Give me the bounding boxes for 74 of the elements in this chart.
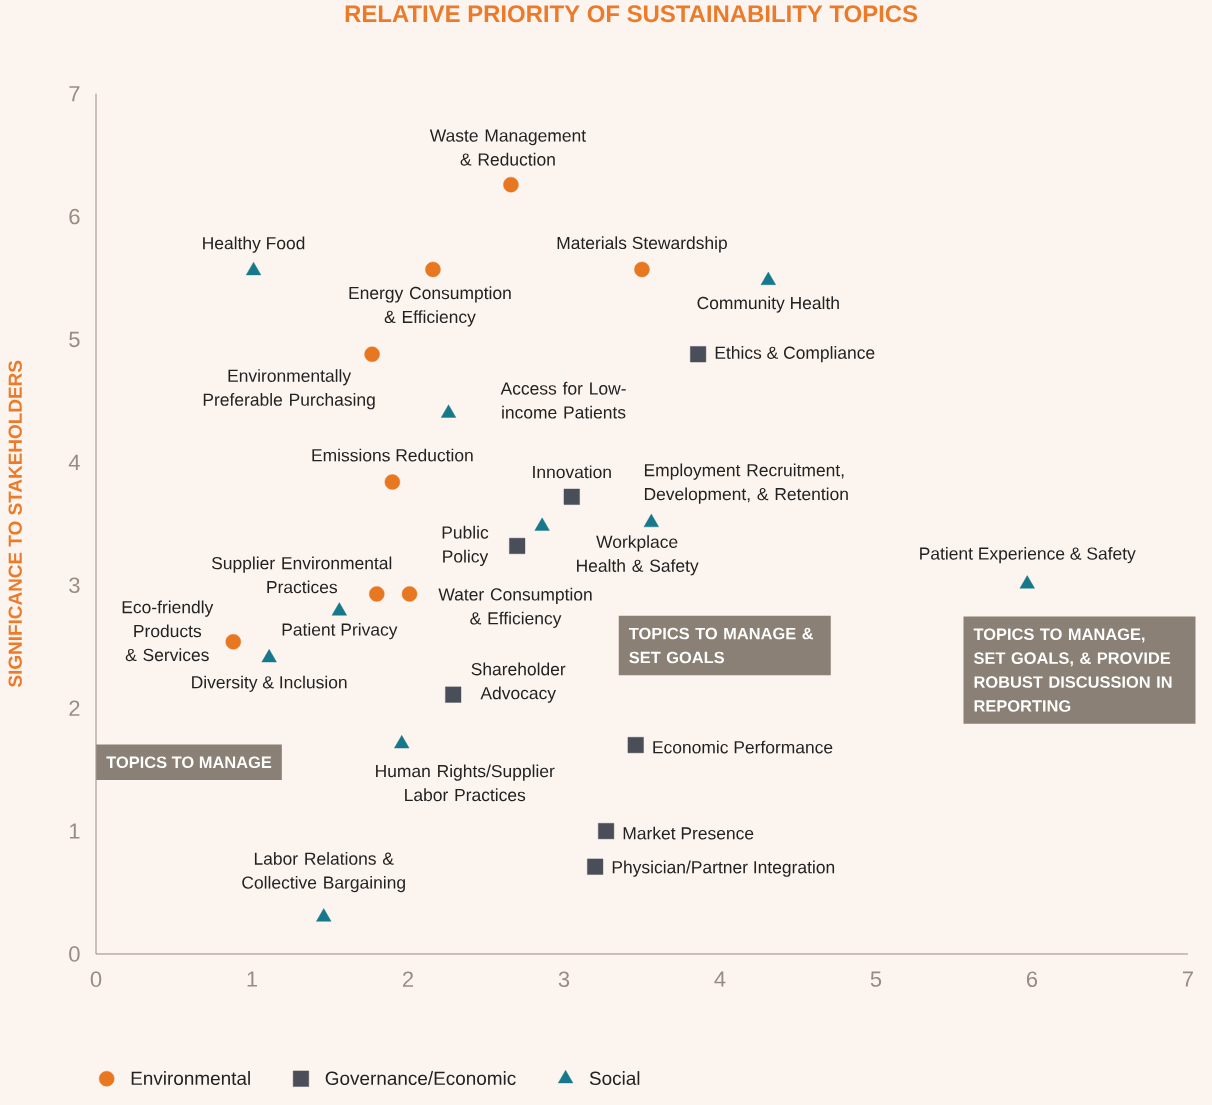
point bbox=[369, 586, 385, 602]
annotation: Human Rights/Supplier Labor Practices bbox=[376, 764, 555, 802]
annotation: TOPICS TO MANAGE, SET GOALS, & PROVIDE ROBUST DISCUSSION IN REPORTING bbox=[973, 628, 1172, 712]
y-tick-label: 6 bbox=[69, 208, 80, 225]
annotation: Labor Relations & Collective Bargaining bbox=[242, 852, 405, 893]
legend-label: Environmental bbox=[131, 1071, 250, 1086]
point bbox=[627, 737, 644, 754]
annotation: Patient Experience & Safety bbox=[920, 546, 1136, 564]
point bbox=[563, 488, 580, 505]
y-tick-label: 0 bbox=[69, 946, 80, 962]
annotation: Supplier Environmental Practices bbox=[211, 556, 392, 594]
legend-label: Social bbox=[589, 1071, 640, 1086]
annotation: Public Policy bbox=[442, 525, 489, 567]
point bbox=[643, 513, 659, 528]
x-tick-label: 5 bbox=[870, 971, 882, 987]
annotation: Ethics & Compliance bbox=[715, 346, 875, 363]
annotation: Innovation bbox=[533, 465, 611, 479]
annotation: Waste Management & Reduction bbox=[429, 129, 586, 166]
annotation: Healthy Food bbox=[203, 236, 305, 253]
x-tick-label: 0 bbox=[90, 971, 102, 988]
y-tick-label: 7 bbox=[69, 86, 80, 102]
y-tick-label: 5 bbox=[69, 331, 80, 348]
y-tick-label: 1 bbox=[69, 823, 80, 839]
point bbox=[534, 517, 550, 531]
point bbox=[331, 602, 347, 616]
point bbox=[445, 686, 462, 703]
annotation: Patient Privacy bbox=[282, 622, 398, 640]
annotation: Eco-friendly Products & Services bbox=[122, 600, 214, 662]
y-tick-label: 3 bbox=[69, 577, 80, 594]
x-tick-label: 2 bbox=[403, 971, 413, 987]
point bbox=[1019, 575, 1035, 589]
point bbox=[394, 735, 410, 749]
x-tick-label: 6 bbox=[1026, 971, 1038, 988]
x-tick-label: 4 bbox=[714, 971, 726, 987]
legend-label: Governance/Economic bbox=[325, 1071, 516, 1086]
point bbox=[587, 858, 604, 875]
point bbox=[364, 346, 380, 362]
point bbox=[384, 474, 401, 490]
point bbox=[634, 261, 650, 278]
annotation: Community Health bbox=[697, 296, 839, 313]
point bbox=[440, 404, 457, 418]
y-tick-label: 2 bbox=[69, 700, 80, 716]
annotation: Shareholder Advocacy bbox=[471, 662, 566, 703]
annotation: Materials Stewardship bbox=[557, 236, 727, 253]
annotation: Access for Low-income Patients bbox=[500, 381, 626, 419]
annotation: Water Consumption & Efficiency bbox=[438, 587, 592, 628]
point bbox=[401, 586, 418, 602]
point bbox=[598, 823, 615, 840]
point bbox=[225, 634, 241, 650]
annotation: Workplace Health & Safety bbox=[577, 535, 699, 576]
point bbox=[690, 346, 707, 363]
point bbox=[503, 176, 519, 193]
annotation: Energy Consumption & Efficiency bbox=[349, 286, 511, 327]
chart-title: RELATIVE PRIORITY OF SUSTAINABILITY TOPICS bbox=[345, 5, 918, 23]
annotation: TOPICS TO MANAGE & SET GOALS bbox=[628, 627, 814, 664]
x-tick-label: 1 bbox=[247, 971, 258, 987]
annotation: Economic Performance bbox=[653, 740, 833, 754]
annotation: Environmentally Preferable Purchasing bbox=[203, 369, 375, 410]
annotation: Diversity & Inclusion bbox=[192, 675, 347, 692]
point bbox=[425, 261, 441, 278]
annotation: Employment Recruitment, Development, & Retention bbox=[644, 463, 848, 504]
annotation: Market Presence bbox=[623, 826, 754, 840]
point bbox=[316, 908, 332, 922]
x-tick-label: 7 bbox=[1182, 971, 1193, 987]
annotation: Physician/Partner Integration bbox=[612, 860, 835, 877]
point bbox=[760, 271, 776, 285]
y-axis-title: SIGNIFICANCE TO STAKEHOLDERS bbox=[8, 360, 22, 687]
x-tick-label: 3 bbox=[558, 971, 570, 988]
point bbox=[261, 649, 277, 663]
point bbox=[245, 261, 262, 276]
y-tick-label: 4 bbox=[68, 454, 80, 470]
point bbox=[509, 537, 526, 554]
annotation: Emissions Reduction bbox=[312, 448, 473, 462]
annotation: TOPICS TO MANAGE bbox=[106, 756, 272, 769]
